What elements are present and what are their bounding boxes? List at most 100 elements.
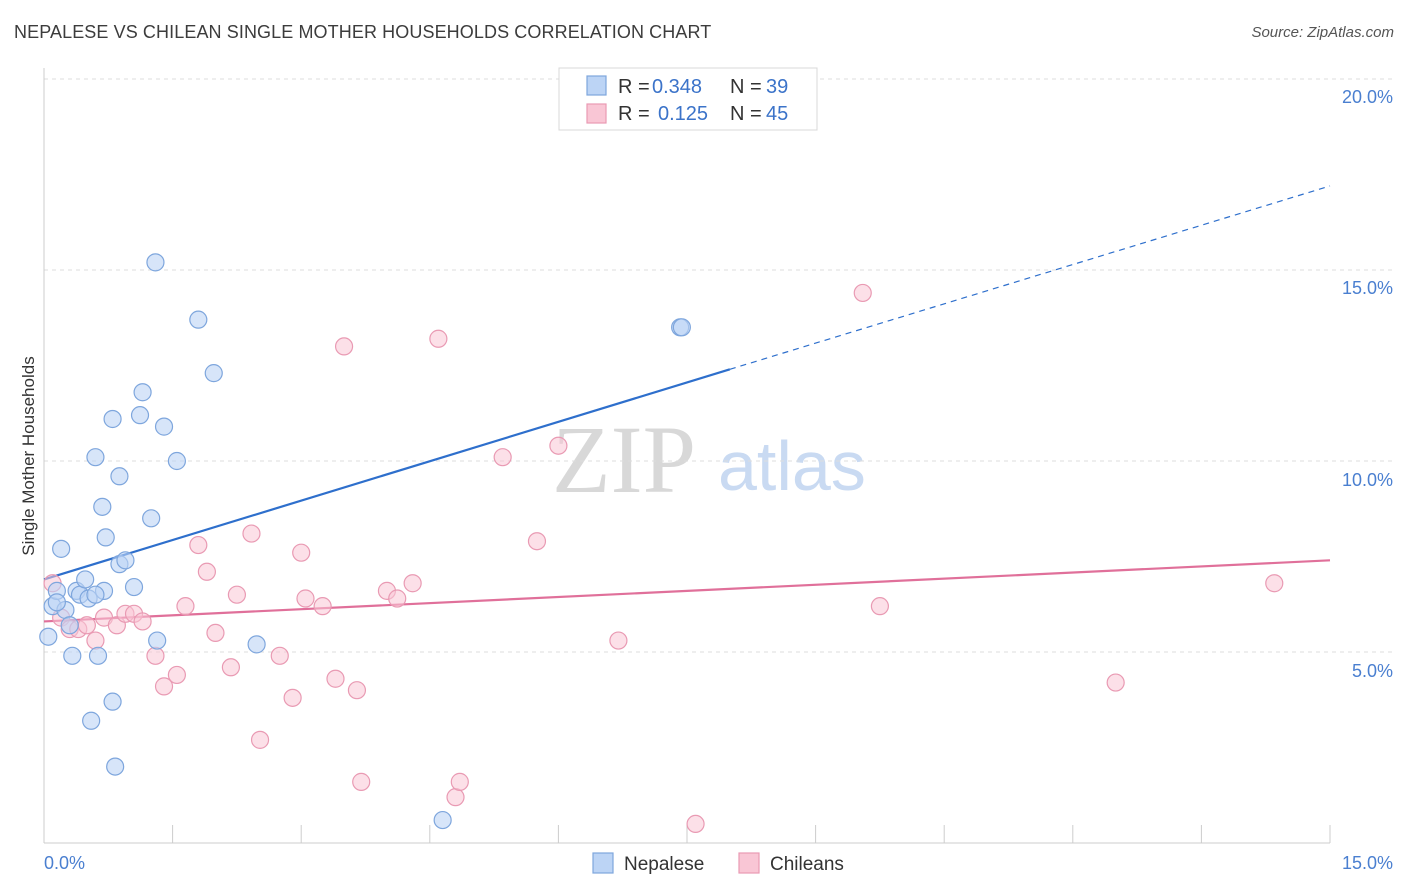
bottom-legend-swatch-chileans [738,852,760,874]
legend-r-value-nepalese: 0.348 [652,76,702,98]
point-chileans-18 [221,658,240,677]
legend-n-value-chileans: 45 [766,103,788,125]
point-chileans-5 [86,631,105,650]
point-chileans-14 [176,597,195,616]
point-chileans-30 [352,772,371,791]
point-chileans-20 [242,524,261,543]
bottom-legend-label-chileans: Chileans [770,854,844,875]
point-chileans-40 [609,631,628,650]
trend-lines [43,185,1331,623]
point-nepalese-11 [82,711,101,730]
point-chileans-39 [549,436,568,455]
trend-line-nepalese-extension [729,185,1331,370]
y-tick-label-20: 20.0% [1342,87,1393,107]
point-nepalese-0 [39,627,58,646]
point-nepalese-25 [133,383,152,402]
watermark-atlas: atlas [718,427,866,505]
point-chileans-17 [206,623,225,643]
point-nepalese-17 [103,692,122,711]
point-chileans-34 [429,329,448,348]
point-nepalese-9 [76,570,95,589]
bottom-legend-swatch-nepalese [592,852,614,874]
point-chileans-23 [283,688,302,707]
point-nepalese-6 [63,646,82,665]
x-tick-label-max: 15.0% [1342,853,1393,873]
point-chileans-45 [1265,574,1284,593]
point-nepalese-19 [106,757,125,776]
x-tick-label-min: 0.0% [44,853,85,873]
point-nepalese-32 [204,364,223,383]
point-chileans-29 [347,681,367,700]
point-nepalese-12 [86,448,105,467]
point-nepalese-24 [130,406,150,425]
point-chileans-10 [133,612,152,631]
point-chileans-16 [197,562,216,581]
watermark-zip: ZIP [552,406,696,513]
trend-line-chileans [43,559,1331,623]
point-chileans-36 [450,772,469,791]
point-chileans-19 [227,585,246,604]
point-chileans-25 [296,589,315,608]
point-chileans-44 [1106,673,1125,692]
bottom-legend: Nepalese Chileans [592,852,844,875]
legend-n-label-nepalese: N = [730,76,762,98]
chart-title: NEPALESE VS CHILEAN SINGLE MOTHER HOUSEH… [14,22,712,42]
point-nepalese-3 [52,539,71,558]
axes [43,68,1331,844]
point-nepalese-27 [146,253,165,272]
point-chileans-4 [77,616,96,635]
point-nepalese-13 [88,646,108,665]
point-nepalese-14 [93,497,112,516]
point-nepalese-16 [96,528,115,547]
point-chileans-42 [853,283,872,303]
point-chileans-32 [388,589,407,608]
point-nepalese-34 [433,810,452,830]
point-chileans-11 [146,646,165,665]
source-credit: Source: ZipAtlas.com [1251,24,1394,41]
point-chileans-22 [270,646,289,665]
top-legend: R = 0.348 N = 39 R = 0.125 N = 45 [558,67,818,131]
point-chileans-35 [446,788,465,807]
legend-swatch-chileans [586,103,607,124]
point-nepalese-38 [86,585,105,604]
trend-line-nepalese [43,368,731,581]
point-chileans-24 [292,543,311,562]
point-chileans-27 [326,669,345,688]
legend-r-value-chileans: 0.125 [658,103,708,125]
point-nepalese-29 [154,417,174,436]
point-chileans-33 [403,574,422,593]
point-chileans-28 [334,337,354,356]
y-axis-title: Single Mother Households [19,356,38,555]
legend-r-label-nepalese: R = [618,76,650,98]
gridlines [44,78,1392,653]
point-nepalese-37 [47,593,66,612]
data-points [39,253,1284,834]
legend-swatch-nepalese [586,75,607,96]
point-nepalese-26 [142,509,161,528]
point-chileans-41 [686,814,705,834]
y-tick-label-10: 10.0% [1342,470,1393,490]
point-nepalese-30 [167,451,186,471]
point-chileans-38 [527,532,547,551]
point-chileans-12 [154,677,174,696]
legend-r-label-chileans: R = [618,103,650,125]
point-chileans-37 [493,448,512,467]
point-nepalese-33 [247,635,266,654]
point-chileans-13 [167,665,186,685]
point-nepalese-23 [124,577,144,597]
point-nepalese-31 [189,310,208,329]
y-tick-label-5: 5.0% [1352,661,1393,681]
legend-n-label-chileans: N = [730,103,762,125]
point-nepalese-20 [110,467,129,486]
legend-n-value-nepalese: 39 [766,76,788,98]
point-nepalese-28 [148,631,167,650]
point-chileans-26 [313,597,332,616]
point-nepalese-22 [116,551,135,570]
point-chileans-43 [870,597,890,616]
point-chileans-15 [189,535,208,555]
point-chileans-21 [250,730,270,749]
bottom-legend-label-nepalese: Nepalese [624,854,704,875]
y-tick-label-15: 15.0% [1342,278,1393,298]
point-nepalese-5 [60,616,79,635]
